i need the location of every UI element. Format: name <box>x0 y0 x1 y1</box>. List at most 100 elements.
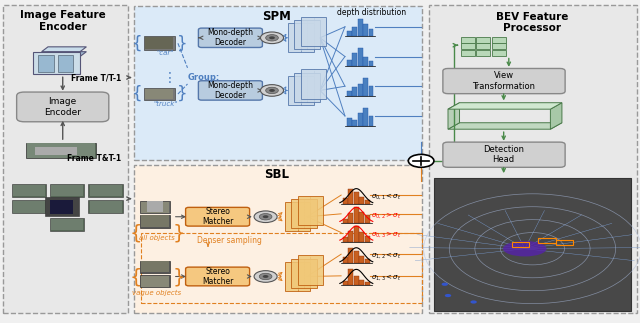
Bar <box>343 281 348 285</box>
Bar <box>349 231 353 242</box>
Bar <box>492 37 506 43</box>
Bar <box>134 165 422 313</box>
FancyBboxPatch shape <box>186 267 250 286</box>
Bar <box>364 108 368 126</box>
Bar <box>33 52 80 74</box>
Text: Detection
Head: Detection Head <box>483 145 524 164</box>
Bar <box>364 24 368 36</box>
Bar <box>354 192 358 204</box>
Bar <box>343 237 348 242</box>
Bar <box>50 184 84 197</box>
Bar <box>38 55 54 72</box>
Bar <box>343 219 348 223</box>
Bar <box>347 31 352 36</box>
Bar <box>35 147 77 155</box>
Bar <box>347 118 352 126</box>
Bar <box>434 178 631 311</box>
Bar <box>13 201 45 213</box>
Polygon shape <box>448 123 562 129</box>
Bar <box>90 201 122 213</box>
Bar <box>369 116 374 126</box>
Text: "car": "car" <box>156 50 174 56</box>
Text: $\sigma_{0,2}>\sigma_t$: $\sigma_{0,2}>\sigma_t$ <box>371 210 402 220</box>
Bar <box>144 36 175 50</box>
Text: View
Transformation: View Transformation <box>472 71 535 91</box>
Bar <box>27 143 95 158</box>
Bar <box>354 226 358 242</box>
Text: }: } <box>173 224 186 243</box>
Bar <box>365 259 370 263</box>
Text: }: } <box>177 34 188 52</box>
Bar <box>369 61 374 66</box>
Circle shape <box>262 275 269 278</box>
Bar <box>476 43 490 49</box>
Bar <box>147 201 163 212</box>
Bar <box>134 6 422 160</box>
Bar <box>365 200 370 204</box>
Bar <box>144 88 175 100</box>
Polygon shape <box>550 103 562 129</box>
Circle shape <box>259 214 272 220</box>
Bar <box>476 37 490 43</box>
Polygon shape <box>448 103 460 129</box>
Bar <box>301 17 326 46</box>
Text: depth distribution: depth distribution <box>337 8 406 17</box>
Bar <box>51 185 83 196</box>
Bar <box>556 240 573 245</box>
Circle shape <box>445 294 451 297</box>
Text: {: { <box>130 267 142 286</box>
Circle shape <box>470 300 477 304</box>
Text: Denser sampling: Denser sampling <box>196 236 262 245</box>
Bar <box>354 251 358 263</box>
Polygon shape <box>448 103 562 109</box>
Bar <box>358 113 362 126</box>
Bar <box>364 57 368 66</box>
Bar <box>358 84 362 96</box>
FancyBboxPatch shape <box>443 142 565 167</box>
Bar <box>347 91 352 96</box>
Bar <box>141 276 169 287</box>
Bar <box>429 5 637 313</box>
Bar <box>461 43 475 49</box>
Bar <box>50 200 73 214</box>
Circle shape <box>260 32 284 44</box>
Bar <box>141 261 169 272</box>
Bar <box>512 242 529 247</box>
Circle shape <box>442 283 448 286</box>
Bar <box>141 233 422 303</box>
Bar <box>285 202 310 231</box>
Bar <box>26 143 96 158</box>
Bar <box>288 76 314 105</box>
Text: {: { <box>131 34 142 52</box>
Bar <box>343 198 348 204</box>
Bar <box>140 215 170 228</box>
Bar <box>51 219 83 230</box>
Bar <box>140 275 170 287</box>
Bar <box>140 261 170 273</box>
Bar <box>141 215 169 227</box>
Bar <box>88 184 123 197</box>
Bar <box>349 189 353 204</box>
Bar <box>145 89 173 99</box>
FancyBboxPatch shape <box>186 207 250 226</box>
Bar <box>347 60 352 66</box>
Text: $\sigma_{0,1}<\sigma_t$: $\sigma_{0,1}<\sigma_t$ <box>371 191 402 201</box>
Bar <box>352 53 357 66</box>
Bar <box>301 69 326 99</box>
Bar <box>13 185 45 196</box>
Bar <box>365 215 370 223</box>
Bar <box>349 248 353 263</box>
Bar <box>50 218 84 231</box>
Text: SPM: SPM <box>262 10 291 23</box>
Bar <box>58 55 73 72</box>
Text: ⋮: ⋮ <box>163 70 177 85</box>
Bar <box>12 184 46 197</box>
Bar <box>349 213 353 223</box>
Text: Frame T/T-1: Frame T/T-1 <box>71 73 122 82</box>
Bar <box>140 201 170 213</box>
Text: Group:: Group: <box>188 73 220 82</box>
Bar <box>360 197 364 204</box>
Bar <box>360 280 364 285</box>
Bar <box>294 73 320 102</box>
Bar <box>476 50 490 56</box>
